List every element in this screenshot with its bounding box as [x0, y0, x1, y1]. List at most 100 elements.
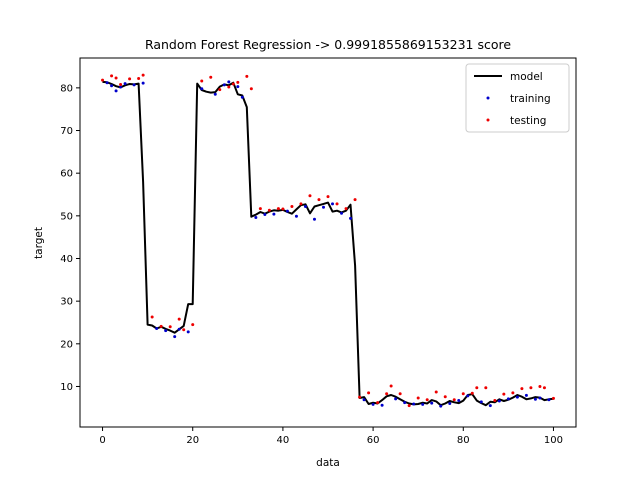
training-point	[479, 400, 483, 404]
y-tick-label: 20	[60, 339, 73, 350]
testing-point	[542, 386, 546, 390]
testing-point	[281, 207, 285, 211]
legend-testing-label: testing	[510, 115, 546, 127]
testing-point	[538, 384, 542, 388]
y-tick-label: 70	[60, 126, 73, 137]
legend-training-label: training	[510, 93, 551, 105]
training-point	[439, 404, 443, 408]
chart-title: Random Forest Regression -> 0.9991855869…	[145, 37, 511, 52]
testing-point	[335, 202, 339, 206]
x-tick-label: 80	[457, 435, 470, 446]
testing-point	[308, 194, 312, 198]
testing-point	[101, 78, 105, 82]
x-axis-label: data	[316, 457, 340, 469]
testing-point	[452, 398, 456, 402]
training-point	[119, 85, 123, 89]
testing-point	[177, 317, 181, 321]
y-tick-label: 50	[60, 211, 73, 222]
y-tick-label: 30	[60, 297, 73, 308]
training-point	[524, 393, 528, 397]
training-point	[186, 330, 190, 334]
training-point	[254, 216, 258, 220]
legend-model-label: model	[510, 71, 543, 83]
training-point	[412, 402, 416, 406]
testing-point	[276, 207, 280, 211]
testing-point	[141, 73, 145, 77]
training-point	[164, 329, 168, 333]
training-point	[294, 214, 298, 218]
testing-point	[137, 76, 141, 80]
legend-testing-swatch	[486, 118, 490, 122]
x-tick-label: 20	[186, 435, 199, 446]
training-point	[110, 84, 114, 88]
training-point	[213, 92, 217, 96]
training-point	[155, 326, 159, 330]
testing-point	[389, 384, 393, 388]
x-axis: 0 20 40 60 80 100	[99, 427, 563, 446]
x-tick-label: 40	[277, 435, 290, 446]
training-point	[105, 81, 109, 85]
training-point	[141, 81, 145, 85]
testing-point	[511, 391, 515, 395]
testing-point	[236, 80, 240, 84]
training-point	[371, 402, 375, 406]
training-point	[538, 396, 542, 400]
testing-point	[209, 75, 213, 79]
testing-point	[159, 324, 163, 328]
training-point	[457, 399, 461, 403]
testing-point	[470, 391, 474, 395]
training-point	[303, 204, 307, 208]
testing-point	[520, 387, 524, 391]
training-point	[403, 401, 407, 405]
training-point	[349, 216, 353, 220]
training-point	[321, 205, 325, 209]
testing-point	[326, 195, 330, 199]
testing-point	[182, 328, 186, 332]
testing-point	[168, 325, 172, 329]
training-point	[312, 217, 316, 221]
training-point	[515, 395, 519, 399]
model-line	[102, 80, 554, 407]
testing-point	[191, 323, 195, 327]
training-point	[533, 397, 537, 401]
legend: model training testing	[465, 63, 570, 133]
training-point	[448, 402, 452, 406]
training-point	[340, 211, 344, 215]
y-axis: 10 20 30 40 50 60 70 80	[60, 83, 80, 393]
training-point	[227, 80, 231, 84]
training-point	[222, 83, 226, 87]
testing-point	[443, 395, 447, 399]
testing-point	[425, 398, 429, 402]
training-point	[362, 398, 366, 402]
testing-point	[376, 401, 380, 405]
testing-point	[416, 396, 420, 400]
series-layer	[101, 73, 555, 408]
testing-point	[358, 395, 362, 399]
training-point	[394, 397, 398, 401]
testing-point	[484, 386, 488, 390]
testing-point	[407, 404, 411, 408]
training-point	[177, 327, 181, 331]
axes-frame	[79, 57, 577, 428]
testing-point	[231, 82, 235, 86]
testing-point	[150, 315, 154, 319]
y-tick-label: 40	[60, 254, 73, 265]
training-point	[272, 212, 276, 216]
testing-point	[344, 207, 348, 211]
testing-point	[385, 392, 389, 396]
training-point	[285, 209, 289, 213]
legend-training-swatch	[486, 96, 490, 100]
testing-point	[218, 88, 222, 92]
training-point	[506, 397, 510, 401]
testing-point	[114, 76, 118, 80]
training-point	[240, 95, 244, 99]
testing-point	[119, 82, 123, 86]
plot-area: 0 20 40 60 80 100 10 20 30 40 50 60 70 80	[60, 57, 577, 446]
testing-point	[398, 392, 402, 396]
testing-point	[353, 198, 357, 202]
testing-point	[551, 396, 555, 400]
testing-point	[475, 386, 479, 390]
testing-point	[200, 79, 204, 83]
testing-point	[299, 202, 303, 206]
